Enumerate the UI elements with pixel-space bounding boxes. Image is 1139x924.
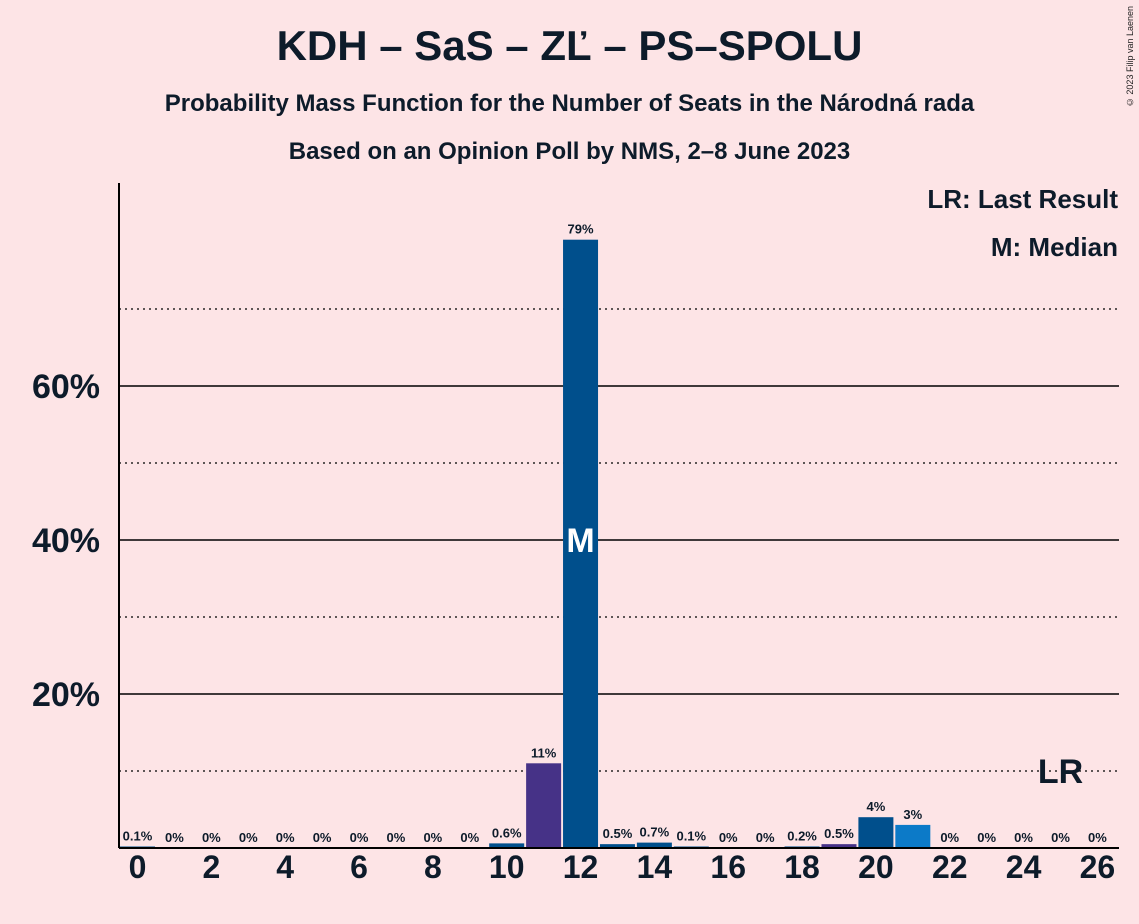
x-tick-label: 20 bbox=[858, 849, 894, 885]
bar-value-label: 0.1% bbox=[123, 829, 153, 844]
bar-value-label: 0% bbox=[1088, 830, 1107, 845]
bar-value-label: 0% bbox=[276, 830, 295, 845]
y-tick-label: 60% bbox=[32, 368, 100, 406]
x-tick-label: 18 bbox=[784, 849, 820, 885]
x-tick-label: 12 bbox=[563, 849, 599, 885]
x-tick-label: 22 bbox=[932, 849, 968, 885]
bar-value-label: 0% bbox=[313, 830, 332, 845]
bar-value-label: 0% bbox=[1014, 830, 1033, 845]
bar-value-label: 0% bbox=[940, 830, 959, 845]
bar-value-label: 0% bbox=[460, 830, 479, 845]
bar-seats-14 bbox=[636, 842, 672, 848]
bar-seats-12 bbox=[563, 239, 599, 848]
bar-value-label: 11% bbox=[531, 745, 557, 760]
legend-last-result: LR: Last Result bbox=[927, 184, 1118, 214]
bar-seats-21 bbox=[895, 824, 931, 848]
x-tick-label: 16 bbox=[710, 849, 746, 885]
last-result-marker: LR bbox=[1038, 753, 1083, 791]
bar-seats-10 bbox=[489, 843, 525, 848]
bar-value-label: 0% bbox=[977, 830, 996, 845]
bar-value-label: 0.7% bbox=[640, 825, 670, 840]
y-tick-label: 20% bbox=[32, 676, 100, 714]
bar-value-label: 0.6% bbox=[492, 825, 522, 840]
x-tick-label: 4 bbox=[276, 849, 294, 885]
chart-subtitle-poll: Based on an Opinion Poll by NMS, 2–8 Jun… bbox=[288, 138, 851, 165]
bar-value-label: 0.5% bbox=[603, 826, 633, 841]
median-marker: M bbox=[566, 522, 594, 560]
chart-subtitle: Probability Mass Function for the Number… bbox=[164, 90, 975, 117]
bar-seats-20 bbox=[858, 817, 894, 848]
bar-value-label: 0.2% bbox=[787, 828, 817, 843]
x-tick-label: 26 bbox=[1080, 849, 1116, 885]
bar-value-label: 0% bbox=[165, 830, 184, 845]
x-tick-label: 0 bbox=[129, 849, 147, 885]
bar-value-label: 0% bbox=[350, 830, 369, 845]
legend-median: M: Median bbox=[990, 232, 1118, 262]
bar-seats-11 bbox=[526, 763, 562, 848]
bar-value-label: 79% bbox=[568, 222, 594, 237]
bar-value-label: 0% bbox=[387, 830, 406, 845]
bar-value-label: 0% bbox=[719, 830, 738, 845]
x-tick-label: 8 bbox=[424, 849, 442, 885]
bar-value-label: 4% bbox=[867, 799, 886, 814]
y-tick-label: 40% bbox=[32, 522, 100, 560]
chart-title: KDH – SaS – ZĽ – PS–SPOLU bbox=[276, 22, 863, 69]
x-tick-label: 2 bbox=[202, 849, 220, 885]
bar-value-label: 0.1% bbox=[676, 829, 706, 844]
bar-value-label: 0% bbox=[202, 830, 221, 845]
bar-value-label: 3% bbox=[903, 807, 922, 822]
bar-value-label: 0.5% bbox=[824, 826, 854, 841]
x-tick-label: 6 bbox=[350, 849, 368, 885]
x-tick-label: 24 bbox=[1006, 849, 1042, 885]
bar-value-label: 0% bbox=[423, 830, 442, 845]
bar-value-label: 0% bbox=[1051, 830, 1070, 845]
bar-value-label: 0% bbox=[239, 830, 258, 845]
x-tick-label: 14 bbox=[637, 849, 673, 885]
bar-seats-13 bbox=[599, 844, 635, 848]
bar-seats-19 bbox=[821, 844, 857, 848]
bar-value-label: 0% bbox=[756, 830, 775, 845]
x-tick-label: 10 bbox=[489, 849, 525, 885]
